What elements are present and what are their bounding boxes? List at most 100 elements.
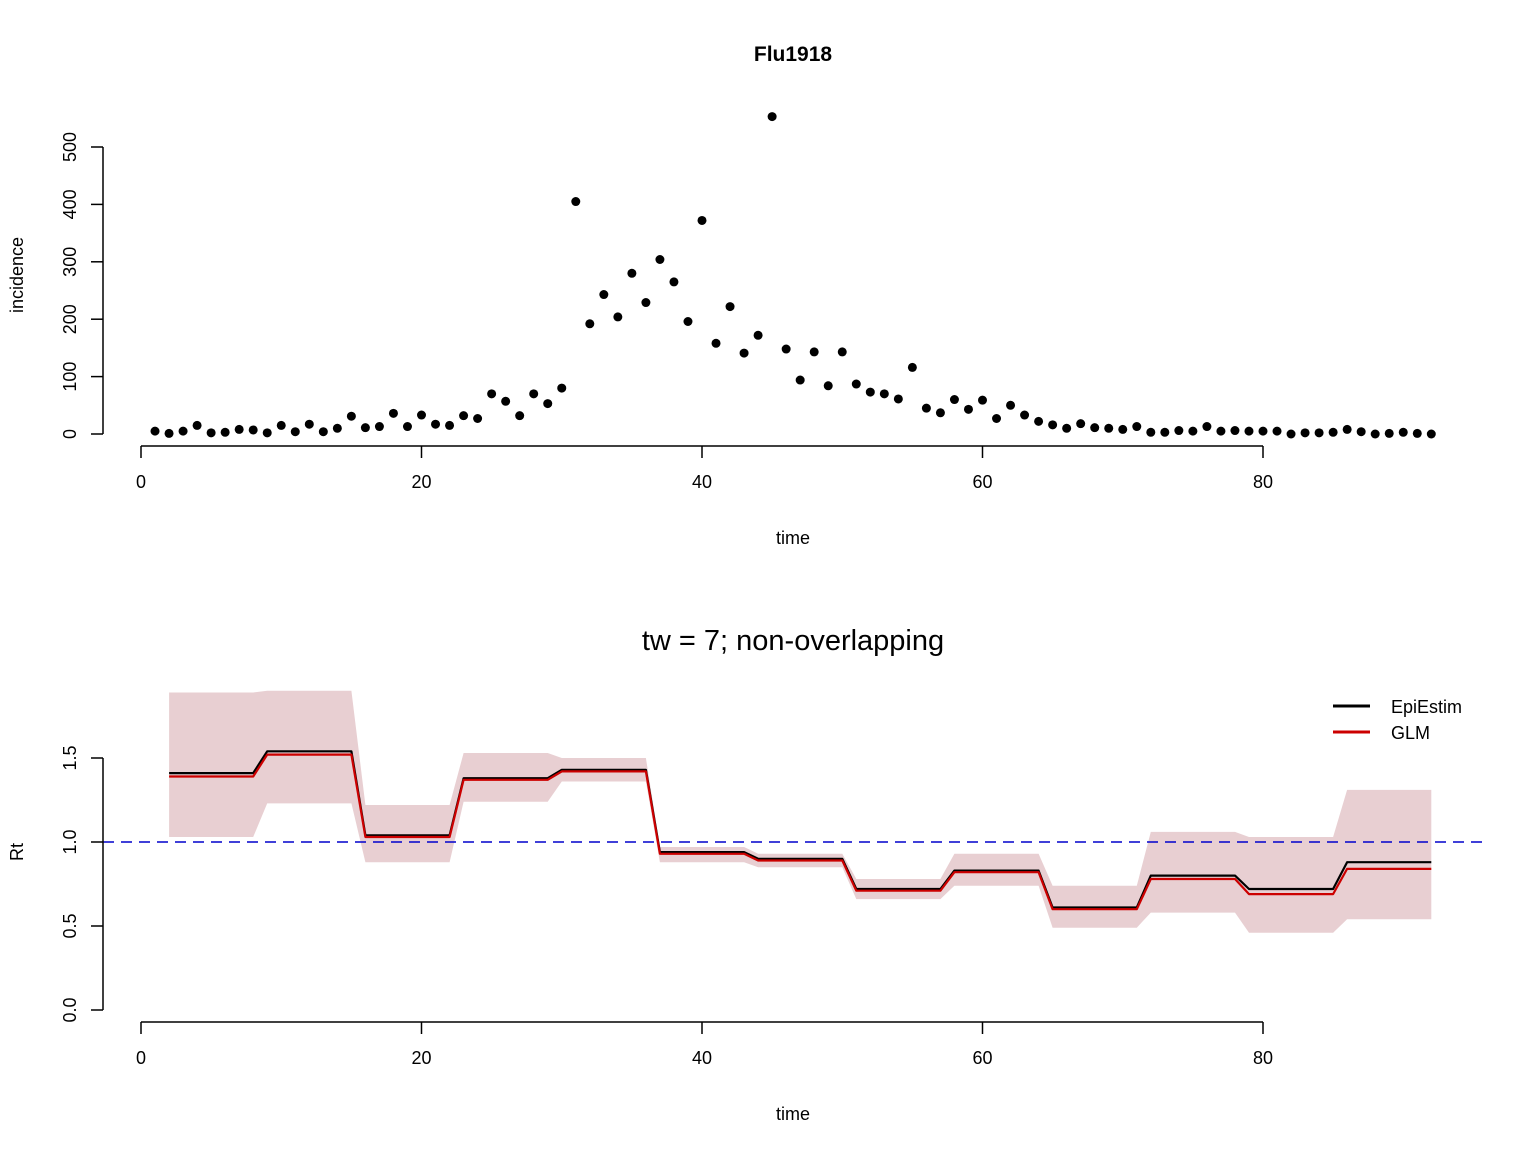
- rt-x-tick-label: 40: [692, 1048, 712, 1068]
- incidence-point: [1216, 426, 1226, 436]
- incidence-y-axis-label: incidence: [7, 237, 27, 313]
- incidence-point: [935, 408, 945, 418]
- incidence-point: [150, 426, 160, 436]
- incidence-y-tick-label: 200: [60, 304, 80, 334]
- incidence-point: [613, 312, 623, 322]
- incidence-point: [921, 403, 931, 413]
- incidence-point: [402, 422, 412, 432]
- incidence-point: [1342, 424, 1352, 434]
- incidence-point: [543, 399, 553, 409]
- incidence-chart-title: Flu1918: [754, 43, 833, 66]
- incidence-point: [1356, 427, 1366, 437]
- incidence-point: [1174, 426, 1184, 436]
- incidence-x-tick-label: 40: [692, 472, 712, 492]
- incidence-point: [753, 330, 763, 340]
- rt-x-tick-label: 20: [411, 1048, 431, 1068]
- incidence-point: [851, 379, 861, 389]
- incidence-point: [893, 394, 903, 404]
- incidence-point: [907, 362, 917, 372]
- incidence-point: [332, 423, 342, 433]
- incidence-point: [1104, 423, 1114, 433]
- incidence-point: [192, 420, 202, 430]
- incidence-point: [1188, 426, 1198, 436]
- incidence-point: [1258, 426, 1268, 436]
- incidence-axes: 0 20 40 60 80 0 100 200 300 400 500: [60, 132, 1273, 492]
- incidence-point: [445, 420, 455, 430]
- incidence-point: [669, 277, 679, 287]
- incidence-point: [164, 428, 174, 438]
- incidence-y-tick-label: 0: [60, 429, 80, 439]
- incidence-point: [1090, 423, 1100, 433]
- incidence-point: [276, 420, 286, 430]
- incidence-point: [865, 387, 875, 397]
- incidence-y-tick-label: 300: [60, 247, 80, 277]
- incidence-point: [206, 428, 216, 438]
- legend-label-glm: GLM: [1391, 723, 1430, 743]
- incidence-point: [599, 290, 609, 300]
- rt-series-lines: [169, 750, 1432, 911]
- incidence-x-tick-label: 60: [972, 472, 992, 492]
- incidence-y-tick-label: 500: [60, 132, 80, 162]
- incidence-point: [1034, 416, 1044, 426]
- incidence-point: [1426, 429, 1436, 439]
- incidence-point: [978, 395, 987, 405]
- incidence-point: [683, 316, 693, 326]
- incidence-point: [1076, 419, 1086, 429]
- incidence-point: [417, 410, 426, 420]
- incidence-point: [178, 426, 188, 436]
- incidence-point: [1272, 426, 1282, 436]
- incidence-point: [655, 255, 665, 265]
- incidence-point: [234, 424, 244, 434]
- incidence-point: [1146, 427, 1156, 437]
- incidence-point: [1020, 410, 1030, 420]
- incidence-point: [795, 375, 805, 385]
- incidence-point: [473, 414, 483, 424]
- incidence-point: [1300, 428, 1310, 438]
- incidence-point: [1384, 428, 1394, 438]
- incidence-point: [963, 404, 973, 414]
- incidence-point: [1062, 423, 1072, 433]
- rt-y-axis-label: Rt: [7, 843, 27, 861]
- incidence-x-tick-label: 80: [1253, 472, 1273, 492]
- rt-panel: tw = 7; non-overlapping time Rt 0 20 40 60 8…: [7, 625, 1482, 1124]
- rt-confidence-band: [169, 690, 1432, 933]
- incidence-point: [641, 298, 651, 308]
- rt-axes: 0 20 40 60 80 0.0 0.5 1.0 1.5: [60, 745, 1273, 1068]
- incidence-point: [1230, 426, 1240, 436]
- incidence-point: [557, 383, 567, 393]
- incidence-point: [529, 389, 539, 399]
- incidence-point: [1286, 429, 1296, 439]
- incidence-point: [837, 347, 847, 357]
- incidence-point: [739, 348, 749, 358]
- incidence-point: [1160, 427, 1170, 437]
- incidence-panel: Flu1918 time incidence 0 20 40 60 80 0 100 200 3…: [7, 43, 1436, 548]
- incidence-x-axis-label: time: [776, 528, 810, 548]
- incidence-point: [627, 268, 637, 278]
- rt-series-line-glm: [169, 753, 1432, 911]
- incidence-point: [1398, 427, 1408, 437]
- rt-y-tick-label: 0.0: [60, 997, 80, 1022]
- incidence-point: [388, 408, 398, 418]
- incidence-point: [992, 414, 1002, 424]
- incidence-point: [501, 396, 511, 406]
- rt-band-area: [169, 690, 1432, 933]
- incidence-point: [697, 215, 707, 225]
- rt-y-tick-label: 0.5: [60, 913, 80, 938]
- incidence-point: [571, 197, 581, 207]
- incidence-point: [809, 347, 819, 357]
- rt-x-tick-label: 60: [972, 1048, 992, 1068]
- incidence-point: [823, 381, 833, 391]
- incidence-point: [781, 344, 791, 354]
- incidence-point: [879, 389, 889, 399]
- incidence-point: [1118, 424, 1128, 434]
- incidence-point: [767, 112, 777, 122]
- incidence-point: [711, 338, 721, 348]
- incidence-point: [1328, 427, 1338, 437]
- rt-y-tick-label: 1.5: [60, 745, 80, 770]
- incidence-point: [262, 428, 272, 438]
- incidence-point: [1006, 400, 1016, 410]
- incidence-point: [1370, 429, 1380, 439]
- incidence-point: [304, 419, 314, 429]
